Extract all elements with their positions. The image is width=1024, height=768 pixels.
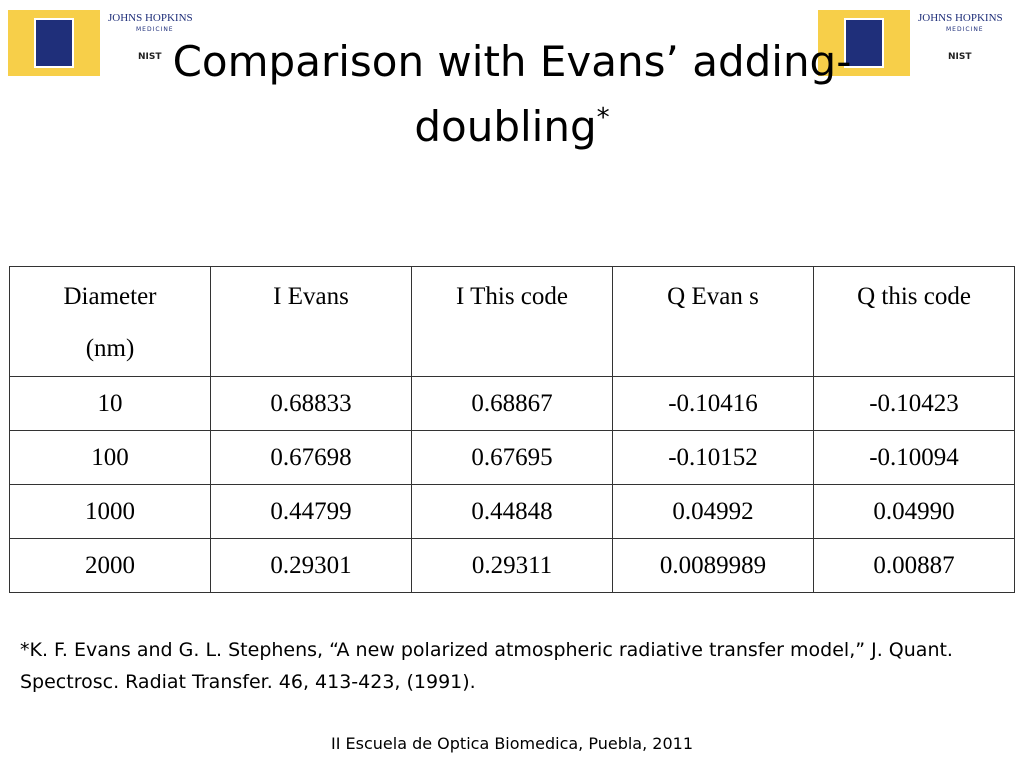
table-row: 1000 0.44799 0.44848 0.04992 0.04990	[9, 484, 1015, 539]
table-cell: 0.44848	[411, 484, 613, 539]
header-text: Diameter	[63, 283, 157, 310]
title: Comparison with Evans’ adding-doubling*	[0, 34, 1024, 155]
table-cell: 0.67695	[411, 430, 613, 485]
logo-text: MEDICINE	[136, 26, 174, 33]
header-cell: Diameter (nm)	[9, 266, 211, 377]
table-cell: 0.29311	[411, 538, 613, 593]
header-text: (nm)	[85, 335, 135, 362]
table-cell: 0.0089989	[612, 538, 814, 593]
table-row: 100 0.67698 0.67695 -0.10152 -0.10094	[9, 430, 1015, 485]
footer: II Escuela de Optica Biomedica, Puebla, …	[331, 734, 693, 753]
footnote-line: *K. F. Evans and G. L. Stephens, “A new …	[20, 639, 953, 661]
table-row: 10 0.68833 0.68867 -0.10416 -0.10423	[9, 376, 1015, 431]
table-cell: 0.68867	[411, 376, 613, 431]
footnote-line: Spectrosc. Radiat Transfer. 46, 413-423,…	[20, 671, 476, 693]
header-cell: I Evans	[210, 266, 412, 377]
header-cell: Q Evan s	[612, 266, 814, 377]
logo-text: JOHNS HOPKINS	[108, 12, 193, 24]
table-cell: -0.10423	[813, 376, 1015, 431]
header-cell: Q this code	[813, 266, 1015, 377]
logo: JOHNS HOPKINS MEDICINE NIST	[818, 10, 1010, 78]
title-mark: *	[596, 103, 610, 133]
header-row: Diameter (nm) I Evans I This code Q Evan …	[9, 266, 1015, 377]
logo-text: NIST	[948, 52, 972, 62]
table-cell: 0.04990	[813, 484, 1015, 539]
table-cell: -0.10416	[612, 376, 814, 431]
table-cell: 2000	[9, 538, 211, 593]
table-cell: -0.10094	[813, 430, 1015, 485]
title-line: doubling	[414, 102, 597, 151]
footnote: *K. F. Evans and G. L. Stephens, “A new …	[20, 634, 953, 698]
table-cell: 0.68833	[210, 376, 412, 431]
logo-text: MEDICINE	[946, 26, 984, 33]
table-cell: 0.29301	[210, 538, 412, 593]
title-line: Comparison with Evans’ adding-	[172, 37, 852, 86]
table-cell: 0.00887	[813, 538, 1015, 593]
table-row: 2000 0.29301 0.29311 0.0089989 0.00887	[9, 538, 1015, 593]
table-cell: 1000	[9, 484, 211, 539]
table-cell: -0.10152	[612, 430, 814, 485]
table-cell: 100	[9, 430, 211, 485]
table-cell: 0.04992	[612, 484, 814, 539]
logo-text: JOHNS HOPKINS	[918, 12, 1003, 24]
header-cell: I This code	[411, 266, 613, 377]
table-cell: 0.44799	[210, 484, 412, 539]
logo: JOHNS HOPKINS MEDICINE NIST	[8, 10, 200, 78]
data-table: Diameter (nm) I Evans I This code Q Evan …	[9, 266, 1015, 593]
logo-text: NIST	[138, 52, 162, 62]
table-cell: 10	[9, 376, 211, 431]
table-cell: 0.67698	[210, 430, 412, 485]
